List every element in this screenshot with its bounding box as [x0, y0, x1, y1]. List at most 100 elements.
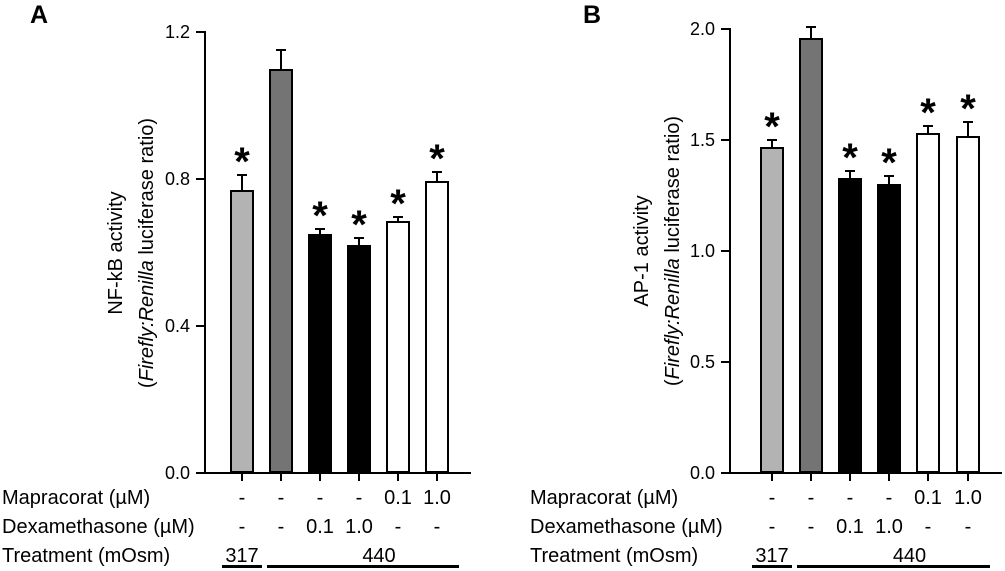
y-axis-title-segment: (	[662, 379, 684, 387]
error-bar	[927, 125, 929, 134]
panel-b-plot: 0.0 0.5 1.0 1.5 2.0 AP-1 activity (Firefly:Ren…	[505, 0, 1005, 571]
x-tick	[319, 474, 321, 481]
bar	[386, 221, 410, 473]
y-tick-label: 1.0	[689, 241, 715, 261]
bar	[877, 184, 901, 473]
y-tick	[196, 472, 204, 474]
bar	[347, 245, 371, 473]
y-tick-label: 2.0	[689, 19, 715, 39]
error-bar	[967, 122, 969, 136]
treatment-row-label: Dexamethasone (µM)	[530, 516, 723, 538]
error-bar-cap	[432, 170, 442, 173]
y-tick-label: 0.8	[164, 169, 190, 189]
error-bar	[241, 175, 243, 190]
x-tick	[849, 474, 851, 481]
y-tick	[721, 472, 729, 474]
error-bar-cap	[393, 215, 403, 218]
x-tick	[810, 474, 812, 481]
x-tick	[967, 474, 969, 481]
y-axis-title-segment: Firefly:Renilla	[662, 258, 684, 380]
y-tick	[196, 31, 204, 33]
treatment-value: -	[277, 487, 285, 509]
error-bar-cap	[806, 25, 816, 28]
treatment-value: 0.1	[306, 516, 334, 538]
panel-a-letter: A	[30, 1, 49, 29]
treatment-value: -	[964, 516, 972, 538]
y-axis-title-segment: luciferase ratio)	[136, 117, 158, 260]
treatment-value: -	[768, 487, 776, 509]
treatment-group-value: 440	[892, 545, 927, 567]
treatment-value: -	[807, 516, 815, 538]
treatment-group-value: 440	[362, 545, 396, 567]
treatment-group-underline	[797, 565, 990, 568]
treatment-value: 0.1	[914, 487, 942, 509]
y-tick-label: 0.5	[689, 352, 715, 372]
error-bar-cap	[237, 174, 247, 177]
y-axis-title-line1: NF-kB activity	[105, 190, 127, 315]
x-axis	[204, 472, 471, 474]
error-bar-cap	[963, 121, 973, 124]
y-tick	[721, 361, 729, 363]
treatment-group-underline	[222, 565, 262, 568]
bar	[425, 180, 449, 473]
y-tick	[196, 325, 204, 327]
y-tick-label: 0.0	[164, 463, 190, 483]
bar	[760, 146, 784, 473]
treatment-value: -	[238, 487, 246, 509]
y-axis-title-segment: (	[136, 380, 158, 388]
bar	[308, 234, 332, 473]
x-tick	[280, 474, 282, 481]
bar	[230, 190, 254, 473]
significance-asterisk: *	[390, 181, 406, 226]
treatment-value: -	[807, 487, 815, 509]
error-bar	[397, 216, 399, 222]
treatment-row-label: Dexamethasone (µM)	[2, 516, 195, 538]
error-bar-cap	[354, 236, 364, 239]
y-axis-title-line2: (Firefly:Renilla luciferase ratio)	[132, 53, 162, 453]
treatment-row-label: Mapracorat (µM)	[2, 487, 151, 509]
error-bar-cap	[315, 228, 325, 231]
significance-asterisk: *	[920, 90, 936, 135]
y-tick	[721, 139, 729, 141]
treatment-row-label: Treatment (mOsm)	[530, 545, 699, 567]
bar	[838, 177, 862, 473]
error-bar	[771, 140, 773, 147]
panel-a-plot: 0.0 0.4 0.8 1.2 NF-kB activity (Firefly:Renil…	[0, 0, 500, 571]
x-tick	[241, 474, 243, 481]
error-bar	[849, 171, 851, 178]
x-tick	[436, 474, 438, 481]
bar	[956, 135, 980, 473]
y-tick-label: 0.0	[689, 463, 715, 483]
treatment-row-label: Treatment (mOsm)	[2, 545, 171, 567]
treatment-row-label: Mapracorat (µM)	[530, 487, 679, 509]
y-axis-title-line1: AP-1 activity	[631, 195, 653, 307]
error-bar	[280, 50, 282, 69]
treatment-value: 1.0	[875, 516, 903, 538]
bar	[916, 133, 940, 473]
treatment-value: -	[768, 516, 776, 538]
treatment-value: -	[924, 516, 932, 538]
bar	[269, 68, 293, 473]
x-tick	[358, 474, 360, 481]
significance-asterisk: *	[312, 194, 328, 239]
treatment-value: -	[433, 516, 441, 538]
y-tick-label: 1.5	[689, 130, 715, 150]
treatment-group-underline	[267, 565, 459, 568]
y-tick	[196, 178, 204, 180]
treatment-value: 1.0	[954, 487, 982, 509]
significance-asterisk: *	[429, 136, 445, 181]
error-bar	[810, 26, 812, 38]
treatment-value: -	[277, 516, 285, 538]
significance-asterisk: *	[764, 105, 780, 149]
treatment-value: -	[846, 487, 854, 509]
error-bar	[319, 229, 321, 235]
y-tick	[721, 250, 729, 252]
treatment-value: 1.0	[345, 516, 373, 538]
error-bar	[436, 171, 438, 181]
treatment-group-value: 317	[755, 545, 789, 567]
treatment-value: -	[355, 487, 363, 509]
treatment-value: -	[316, 487, 324, 509]
x-tick	[927, 474, 929, 481]
y-axis-title-line2: (Firefly:Renilla luciferase ratio)	[658, 51, 688, 451]
panel-b: B 0.0 0.5 1.0 1.5 2.0 AP-1 activity (Firefly:R…	[505, 0, 1005, 571]
